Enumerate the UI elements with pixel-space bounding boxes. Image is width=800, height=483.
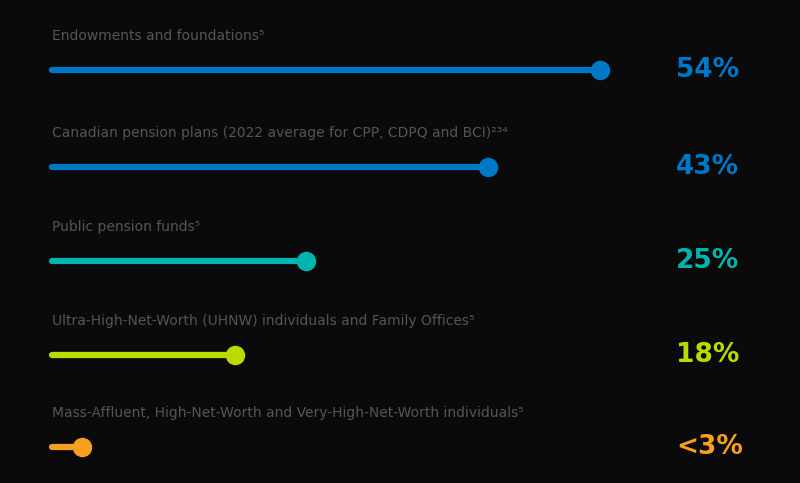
Text: <3%: <3% xyxy=(676,434,743,460)
Text: Public pension funds⁵: Public pension funds⁵ xyxy=(52,220,200,234)
Text: Mass-Affluent, High-Net-Worth and Very-High-Net-Worth individuals⁵: Mass-Affluent, High-Net-Worth and Very-H… xyxy=(52,406,524,420)
Text: Ultra-High-Net-Worth (UHNW) individuals and Family Offices⁵: Ultra-High-Net-Worth (UHNW) individuals … xyxy=(52,314,474,328)
Text: Canadian pension plans (2022 average for CPP, CDPQ and BCI)²³⁴: Canadian pension plans (2022 average for… xyxy=(52,126,508,140)
Text: 25%: 25% xyxy=(676,248,739,274)
Text: Endowments and foundations⁵: Endowments and foundations⁵ xyxy=(52,29,264,43)
Text: 18%: 18% xyxy=(676,342,739,368)
Text: 54%: 54% xyxy=(676,57,739,83)
Text: 43%: 43% xyxy=(676,154,739,180)
